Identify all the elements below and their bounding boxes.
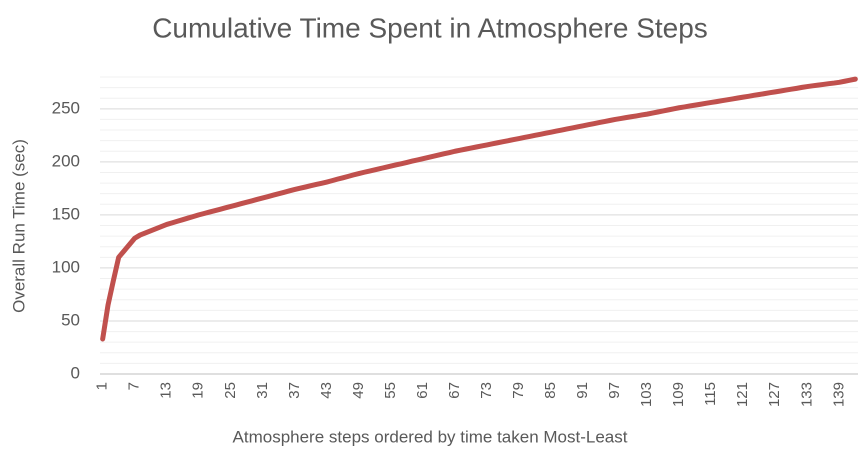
x-tick-label: 31: [254, 382, 271, 399]
x-tick-label: 7: [126, 382, 143, 390]
x-tick-label: 43: [318, 382, 335, 399]
x-tick-label: 91: [574, 382, 591, 399]
x-tick-label: 55: [382, 382, 399, 399]
x-tick-label: 115: [702, 382, 719, 406]
x-tick-label: 85: [542, 382, 559, 399]
x-tick-label: 103: [638, 382, 655, 407]
x-tick-label: 19: [190, 382, 207, 399]
y-tick-label: 250: [52, 98, 80, 117]
y-tick-label: 0: [71, 363, 80, 382]
x-tick-label: 1: [94, 382, 111, 390]
data-line: [100, 76, 858, 342]
x-tick-label: 79: [510, 382, 527, 399]
x-axis-title: Atmosphere steps ordered by time taken M…: [233, 427, 628, 446]
x-tick-label: 49: [350, 382, 367, 399]
x-tick-label: 109: [670, 382, 687, 407]
chart-title: Cumulative Time Spent in Atmosphere Step…: [152, 12, 708, 43]
x-tick-label: 25: [222, 382, 239, 399]
y-tick-label: 100: [52, 257, 80, 276]
x-tick-label: 127: [766, 382, 783, 407]
y-axis-title: Overall Run Time (sec): [9, 139, 28, 313]
y-tick-label: 200: [52, 151, 80, 170]
x-tick-label: 73: [478, 382, 495, 399]
x-tick-label: 133: [798, 382, 815, 407]
x-tick-label: 37: [286, 382, 303, 399]
y-tick-label: 150: [52, 204, 80, 223]
x-tick-label: 13: [158, 382, 175, 399]
x-tick-label: 139: [830, 382, 847, 407]
x-tick-label: 121: [734, 382, 751, 407]
x-tick-label: 97: [606, 382, 623, 399]
x-tick-label: 67: [446, 382, 463, 399]
x-tick-label: 61: [414, 382, 431, 399]
y-tick-label: 50: [61, 310, 80, 329]
